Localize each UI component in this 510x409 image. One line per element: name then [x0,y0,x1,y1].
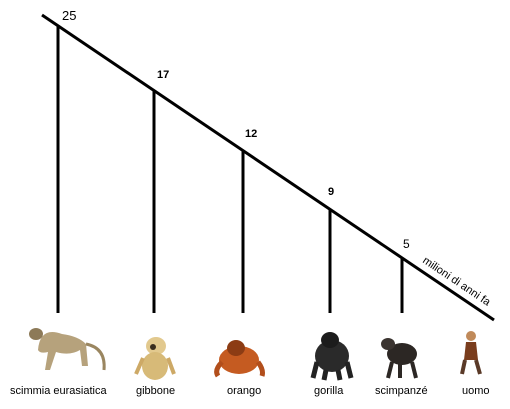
species-label-gorilla: gorilla [314,385,344,397]
node-value-5: 5 [403,237,410,251]
gorilla-image [310,332,354,381]
node-value-17: 17 [157,69,169,81]
species-label-scimmia-eurasiatica: scimmia eurasiatica [10,385,107,397]
species-label-orango: orango [227,385,261,397]
uomo-image [460,331,482,375]
scimpanze-image [381,338,418,379]
gibbone-image [134,337,176,380]
species-label-uomo: uomo [462,385,490,397]
node-value-9: 9 [328,186,334,198]
orango-image [214,340,265,378]
node-value-12: 12 [245,128,257,140]
axis-label: milioni di anni fa [420,255,493,310]
species-label-scimpanze: scimpanzé [375,385,428,397]
node-value-25: 25 [62,8,76,23]
species-label-gibbone: gibbone [136,385,175,397]
time-axis-line [41,13,495,322]
scimmia-eurasiatica-image [29,328,106,371]
